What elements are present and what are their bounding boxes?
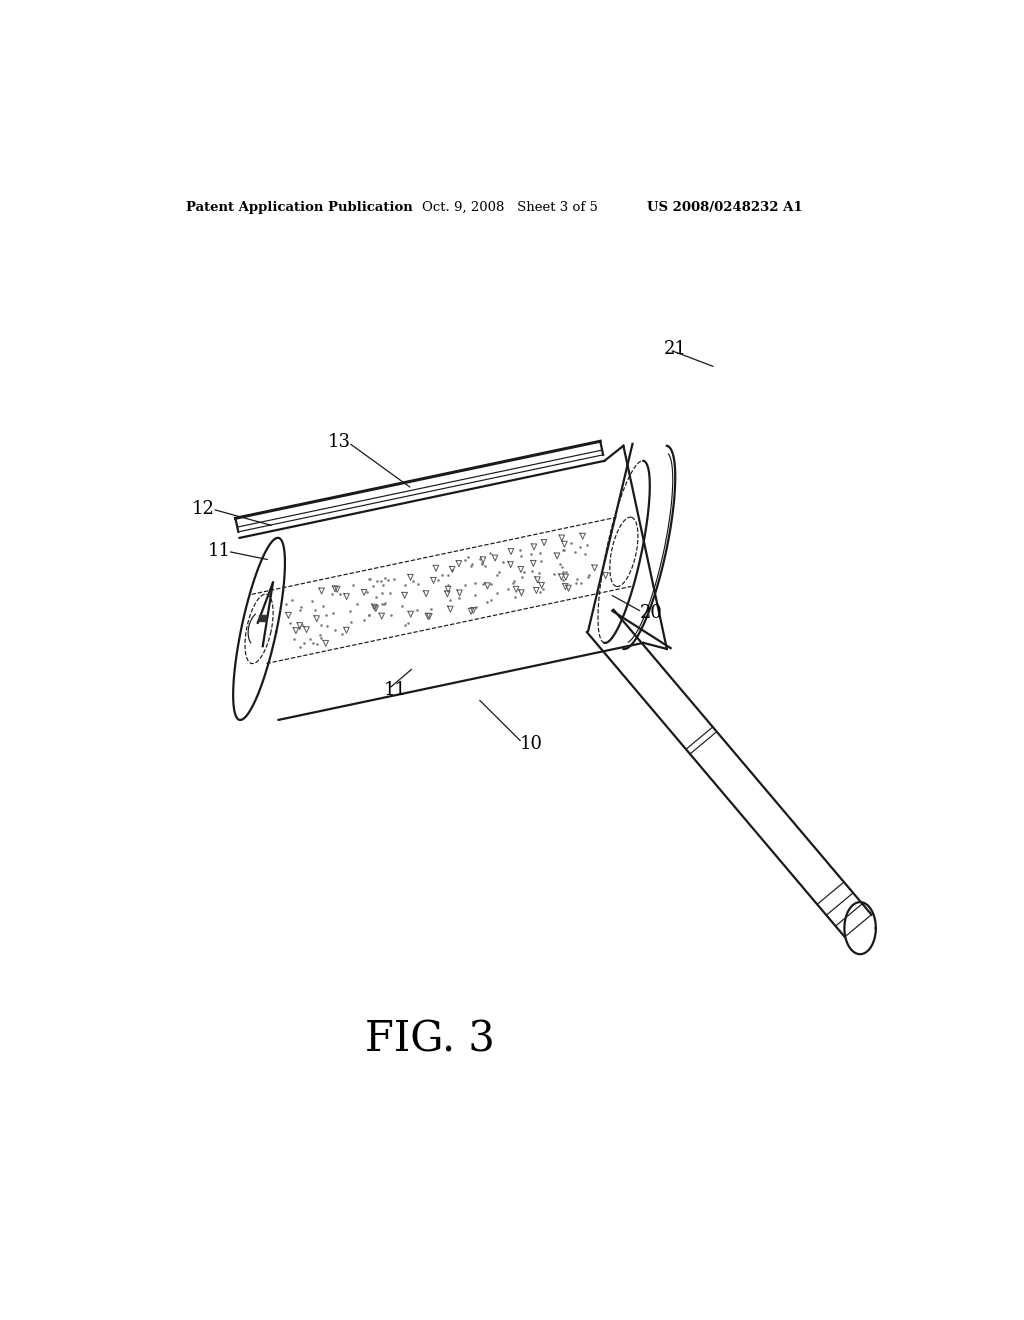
Text: 20: 20 (640, 603, 663, 622)
Text: 21: 21 (665, 341, 687, 358)
Text: FIG. 3: FIG. 3 (366, 1019, 496, 1060)
Text: 12: 12 (191, 500, 215, 517)
Text: US 2008/0248232 A1: US 2008/0248232 A1 (647, 201, 803, 214)
Text: 10: 10 (519, 735, 543, 752)
Bar (259, 615, 266, 622)
Text: 11: 11 (384, 681, 407, 698)
Text: Patent Application Publication: Patent Application Publication (186, 201, 413, 214)
Text: Oct. 9, 2008   Sheet 3 of 5: Oct. 9, 2008 Sheet 3 of 5 (423, 201, 598, 214)
Text: 11: 11 (207, 543, 230, 560)
Text: 13: 13 (329, 433, 351, 450)
